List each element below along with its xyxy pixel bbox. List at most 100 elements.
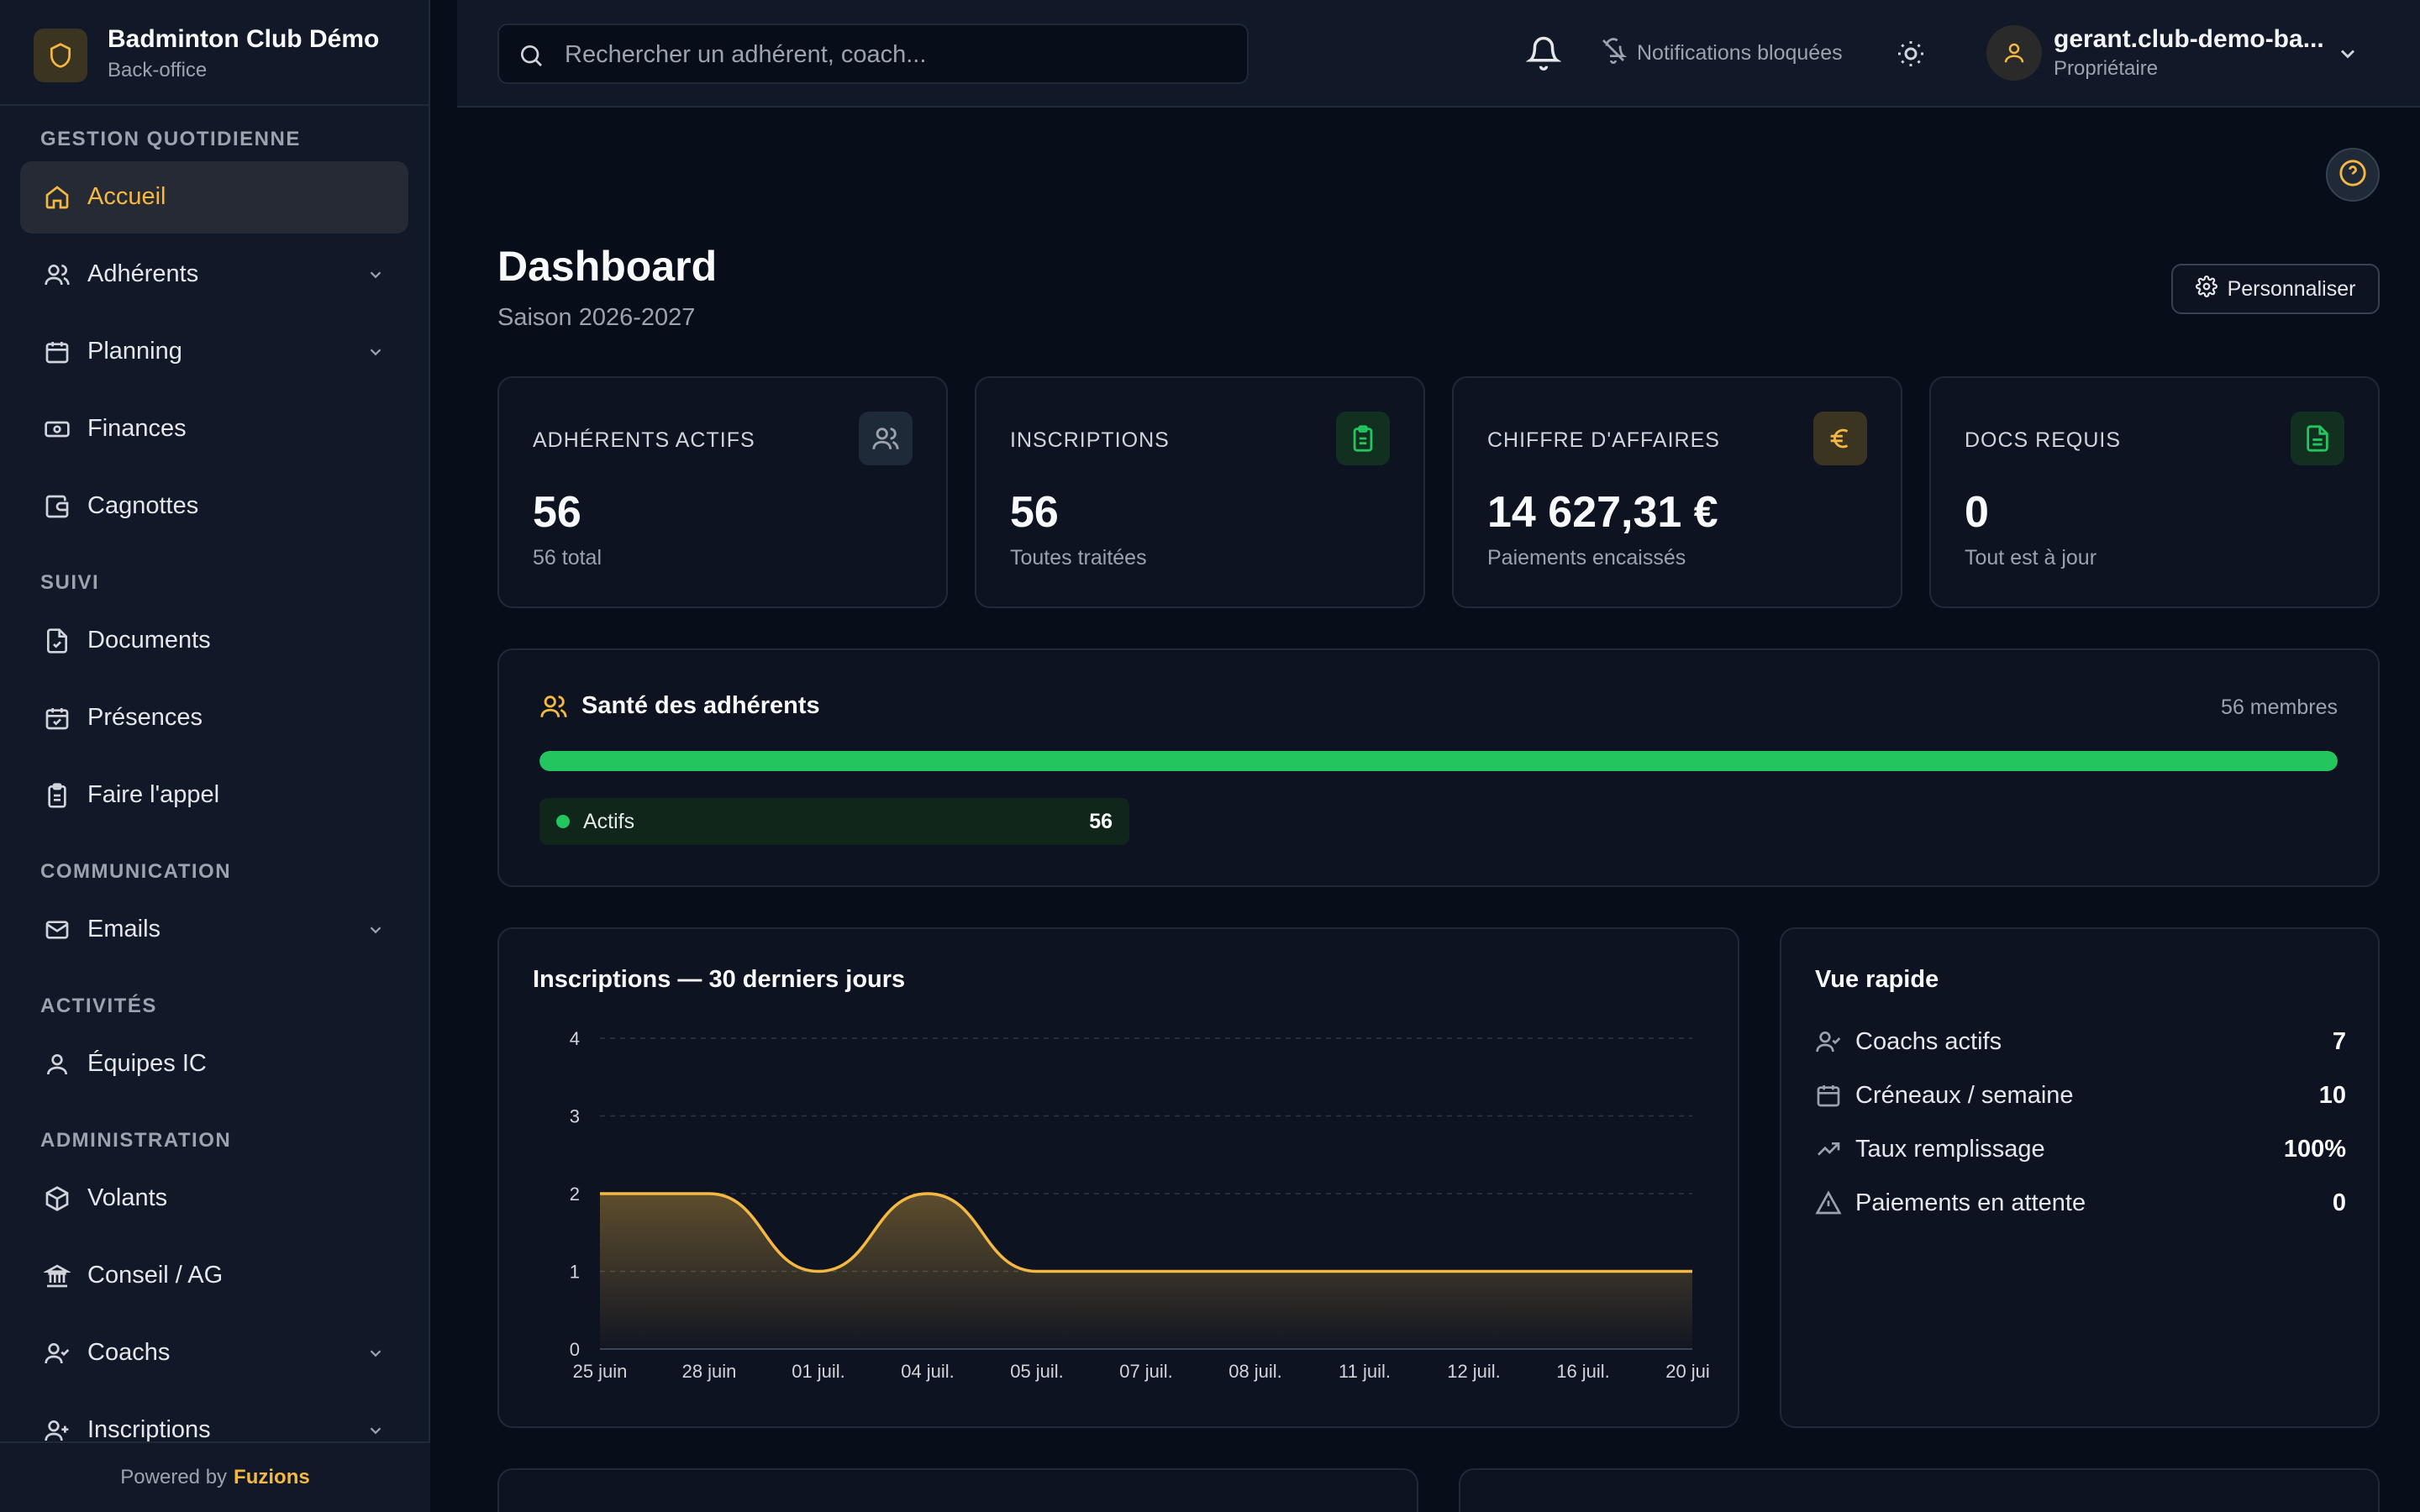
users-icon — [859, 412, 913, 465]
chart-y-tick-label: 3 — [570, 1106, 580, 1127]
stat-label: Adhérents actifs — [533, 428, 755, 452]
stat-card-docs-requis: Docs requis 0 Tout est à jour — [1929, 376, 2380, 608]
search-box[interactable] — [497, 24, 1249, 84]
health-title: Santé des adhérents — [581, 692, 820, 719]
users-icon — [539, 692, 570, 722]
chart-series-line — [600, 1192, 1692, 1273]
clipboard-icon — [40, 779, 74, 812]
health-progress-bar — [539, 751, 2338, 771]
users-icon — [40, 258, 74, 291]
user-icon — [40, 1047, 74, 1081]
home-icon — [40, 181, 74, 214]
chart-x-tick-label: 08 juil. — [1228, 1361, 1282, 1382]
calendar-icon — [1815, 1082, 1842, 1109]
section-communication: Communication — [40, 860, 232, 883]
section-gestion: Gestion quotidienne — [40, 128, 301, 150]
chip-label: Actifs — [583, 810, 635, 833]
bottom-card-left — [497, 1468, 1418, 1512]
chart-x-tick-label: 11 juil. — [1339, 1361, 1391, 1382]
sidebar-item-adherents[interactable]: Adhérents — [20, 239, 408, 311]
help-circle-icon — [2338, 159, 2367, 192]
landmark-icon — [40, 1259, 74, 1293]
chart-y-tick-label: 1 — [570, 1262, 580, 1283]
stat-value: 56 — [1010, 488, 1059, 537]
sidebar-item-label: Coachs — [87, 1339, 171, 1366]
calendar-check-icon — [40, 701, 74, 735]
shield-icon — [34, 29, 87, 82]
footer-brand-link[interactable]: Fuzions — [234, 1466, 310, 1488]
user-check-icon — [1815, 1028, 1842, 1055]
sidebar-item-inscriptions[interactable]: Inscriptions — [20, 1394, 408, 1467]
file-text-icon — [2291, 412, 2344, 465]
search-input[interactable] — [565, 35, 1220, 74]
quick-row-value: 0 — [2332, 1189, 2346, 1216]
sidebar-item-coachs[interactable]: Coachs — [20, 1317, 408, 1389]
quick-row-label: Coachs actifs — [1855, 1028, 2002, 1055]
help-button[interactable] — [2326, 148, 2380, 202]
user-check-icon — [40, 1336, 74, 1370]
file-icon — [40, 624, 74, 658]
quick-view-title: Vue rapide — [1815, 966, 1939, 993]
sidebar-item-planning[interactable]: Planning — [20, 316, 408, 388]
chart-x-tick-label: 16 juil. — [1556, 1361, 1610, 1382]
sidebar-item-documents[interactable]: Documents — [20, 605, 408, 677]
quick-row-label: Créneaux / semaine — [1855, 1082, 2074, 1109]
brand[interactable]: Badminton Club Démo Back-office — [34, 24, 403, 84]
quick-row-taux: Taux remplissage 100% — [1815, 1129, 2346, 1169]
section-suivi: Suivi — [40, 571, 100, 594]
chart-x-tick-label: 05 juil. — [1010, 1361, 1064, 1382]
notifications-blocked-button[interactable]: Notifications bloquées — [1600, 37, 1843, 70]
sidebar-item-equipes-ic[interactable]: Équipes IC — [20, 1028, 408, 1100]
gear-icon — [2195, 275, 2217, 303]
quick-row-value: 10 — [2318, 1082, 2346, 1109]
section-administration: Administration — [40, 1129, 232, 1152]
chart-x-tick-label: 20 juil. — [1665, 1361, 1709, 1382]
chevron-down-icon — [365, 919, 387, 941]
sun-icon[interactable] — [1896, 39, 1926, 69]
sidebar-item-conseil-ag[interactable]: Conseil / AG — [20, 1240, 408, 1312]
user-name[interactable]: gerant.club-demo-ba... — [2054, 25, 2324, 53]
clipboard-check-icon — [1336, 412, 1390, 465]
chart-y-tick-label: 2 — [570, 1184, 580, 1205]
quick-row-label: Taux remplissage — [1855, 1136, 2045, 1163]
sidebar-item-label: Finances — [87, 415, 187, 442]
sidebar-item-cagnottes[interactable]: Cagnottes — [20, 470, 408, 543]
health-card: Santé des adhérents 56 membres Actifs 56 — [497, 648, 2380, 887]
sidebar-item-finances[interactable]: Finances — [20, 393, 408, 465]
quick-row-creneaux: Créneaux / semaine 10 — [1815, 1075, 2346, 1116]
stat-card-adherents: Adhérents actifs 56 56 total — [497, 376, 948, 608]
stat-value: 0 — [1965, 488, 1989, 537]
sidebar-item-accueil[interactable]: Accueil — [20, 161, 408, 234]
divider — [0, 104, 430, 106]
footer-prefix: Powered by — [120, 1466, 228, 1488]
sidebar-item-label: Faire l'appel — [87, 781, 220, 808]
inscriptions-chart-card: Inscriptions — 30 derniers jours 0 1 2 3 4 25… — [497, 927, 1739, 1428]
trending-up-icon — [1815, 1136, 1842, 1163]
chart-y-tick-label: 4 — [570, 1028, 580, 1049]
stat-value: 14 627,31 € — [1487, 488, 1718, 537]
inscriptions-chart: 0 1 2 3 4 25 juin 28 juin 01 juil. 04 juil. 05 ju… — [570, 1028, 1709, 1382]
chevron-down-icon — [365, 264, 387, 286]
chart-title: Inscriptions — 30 derniers jours — [533, 966, 906, 993]
customize-button[interactable]: Personnaliser — [2171, 264, 2380, 314]
status-dot — [556, 815, 570, 828]
sidebar-item-presences[interactable]: Présences — [20, 682, 408, 754]
chart-y-tick-label: 0 — [570, 1339, 580, 1360]
chart-x-tick-label: 01 juil. — [792, 1361, 845, 1382]
sidebar-footer: Powered by Fuzions — [0, 1441, 430, 1512]
sidebar-item-emails[interactable]: Emails — [20, 894, 408, 966]
bell-off-icon — [1600, 37, 1628, 70]
sidebar: Badminton Club Démo Back-office Gestion … — [0, 0, 430, 1512]
stat-value: 56 — [533, 488, 581, 537]
chevron-down-icon[interactable] — [2336, 42, 2360, 66]
topbar: Notifications bloquées gerant.club-demo-… — [457, 0, 2420, 108]
quick-row-value: 100% — [2283, 1136, 2346, 1163]
sidebar-item-volants[interactable]: Volants — [20, 1163, 408, 1235]
quick-row-label: Paiements en attente — [1855, 1189, 2086, 1216]
sidebar-item-faire-appel[interactable]: Faire l'appel — [20, 759, 408, 832]
health-chip-actifs[interactable]: Actifs 56 — [539, 798, 1129, 845]
stat-label: Docs requis — [1965, 428, 2122, 452]
bell-icon[interactable] — [1525, 35, 1562, 71]
quick-row-paiements: Paiements en attente 0 — [1815, 1183, 2346, 1223]
avatar[interactable] — [1986, 25, 2042, 81]
